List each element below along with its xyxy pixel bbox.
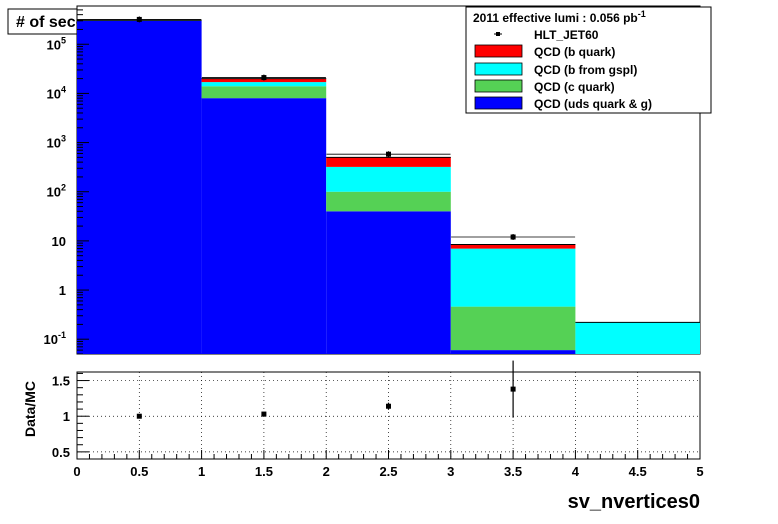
x-tick-label: 3.5 — [504, 464, 522, 479]
main-y-tick-label: 1 — [59, 283, 66, 298]
ratio-x-axis: 0 0.5 1 1.5 2 2.5 3 3.5 4 4.5 5 — [73, 450, 704, 479]
legend-entry-b-quark: QCD (b quark) — [474, 44, 615, 59]
main-y-tick-label: 10-1 — [44, 330, 66, 347]
x-axis-label: sv_nvertices0 — [568, 491, 700, 513]
main-y-tick-label: 103 — [47, 134, 66, 151]
x-tick-label: 2.5 — [379, 464, 397, 479]
legend-entry-b-gspl: QCD (b from gspl) — [474, 62, 637, 77]
x-tick-label: 0.5 — [130, 464, 148, 479]
legend-header-sup: -1 — [638, 9, 646, 19]
legend-label-b-gspl: QCD (b from gspl) — [534, 63, 637, 77]
legend-header-text: 2011 effective lumi : 0.056 pb — [473, 11, 638, 25]
legend-label-data: HLT_JET60 — [534, 28, 599, 42]
legend-label-c-quark: QCD (c quark) — [534, 80, 615, 94]
ratio-plot-frame — [76, 371, 701, 460]
legend-label-b-quark: QCD (b quark) — [534, 45, 615, 59]
stack-bar-3-bin-3 — [450, 244, 576, 249]
main-y-tick-label: 102 — [47, 183, 66, 200]
legend-entry-data: HLT_JET60 — [494, 28, 599, 42]
legend: 2011 effective lumi : 0.056 pb-1 HLT_JET… — [465, 6, 712, 114]
data-point — [326, 151, 451, 158]
stack-bar-3-bin-2 — [326, 157, 451, 167]
stack-bar-0-bin-0 — [77, 20, 202, 355]
stack-bar-0-bin-3 — [450, 350, 576, 354]
x-tick-label: 2 — [323, 464, 330, 479]
main-plot: 10-1 1 10 102 103 104 105 — [44, 5, 701, 355]
ratio-point — [261, 411, 267, 417]
x-tick-label: 4.5 — [629, 464, 647, 479]
stack-bar-2-bin-1 — [201, 82, 327, 87]
legend-header: 2011 effective lumi : 0.056 pb-1 — [473, 9, 646, 25]
main-y-tick-label: 105 — [47, 35, 66, 52]
ratio-point — [136, 413, 142, 419]
x-tick-label: 0 — [73, 464, 80, 479]
main-y-tick-label: 104 — [47, 84, 66, 101]
legend-label-uds: QCD (uds quark & g) — [534, 97, 652, 111]
x-tick-label: 1.5 — [255, 464, 273, 479]
ratio-points — [136, 360, 516, 419]
ratio-point — [510, 360, 516, 418]
stacked-bars — [77, 19, 700, 355]
stack-bar-0-bin-1 — [201, 98, 327, 355]
x-tick-label: 1 — [198, 464, 205, 479]
data-point — [451, 233, 576, 240]
x-tick-label: 4 — [572, 464, 580, 479]
main-y-tick-label: 10 — [52, 234, 66, 249]
x-tick-label: 5 — [696, 464, 703, 479]
ratio-point — [386, 402, 391, 410]
data-point — [201, 74, 326, 81]
legend-entry-uds: QCD (uds quark & g) — [474, 96, 652, 111]
legend-entry-c-quark: QCD (c quark) — [474, 79, 615, 94]
data-points — [77, 16, 576, 240]
stack-bar-0-bin-2 — [326, 211, 451, 354]
ratio-y-tick-label: 0.5 — [52, 445, 70, 460]
stack-bar-1-bin-2 — [326, 191, 451, 212]
stack-bar-2-bin-4 — [575, 322, 700, 354]
ratio-y-tick-label: 1.5 — [52, 374, 70, 389]
stack-bar-1-bin-3 — [450, 306, 576, 351]
ratio-y-tick-label: 1 — [63, 409, 70, 424]
ratio-y-axis: 0.5 1 1.5 — [52, 372, 89, 460]
ratio-plot: 0.511.5 0 0.5 1 1.5 2 2.5 3 3.5 4 4.5 5 Data/MC — [22, 360, 704, 479]
stack-bar-1-bin-1 — [201, 86, 327, 99]
legend-swatch-uds — [474, 96, 523, 110]
main-y-axis: 10-1 1 10 102 103 104 105 — [44, 5, 89, 355]
legend-swatch-b-gspl — [474, 62, 523, 76]
x-tick-label: 3 — [447, 464, 454, 479]
legend-swatch-c-quark — [474, 79, 523, 93]
ratio-ylabel: Data/MC — [22, 381, 38, 437]
stack-bar-2-bin-2 — [326, 166, 451, 192]
ratio-grid — [77, 372, 700, 459]
legend-box — [465, 6, 712, 114]
data-point — [77, 16, 202, 23]
legend-swatch-b-quark — [474, 44, 523, 58]
stack-bar-2-bin-3 — [450, 248, 576, 307]
